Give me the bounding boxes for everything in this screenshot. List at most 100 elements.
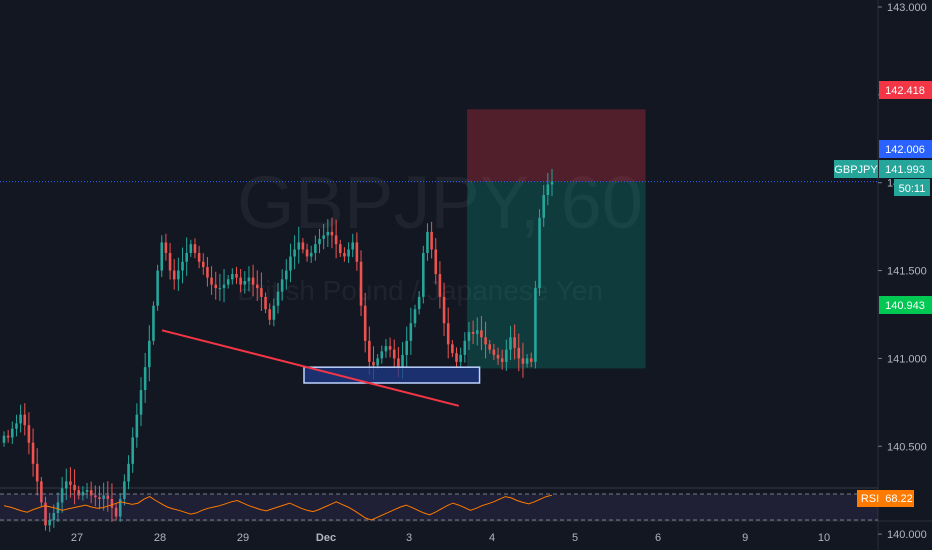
stop-price-tag-bg <box>879 81 932 99</box>
candle-body <box>475 330 479 334</box>
candle-body <box>509 337 512 350</box>
candle-body <box>413 309 417 324</box>
candle-body <box>231 274 234 280</box>
candle-body <box>538 217 541 289</box>
symbol-label-bg <box>834 160 878 178</box>
candle-body <box>376 358 379 366</box>
candle-body <box>272 305 276 320</box>
candle-body <box>534 288 537 362</box>
rsi-tag-bg <box>857 490 914 507</box>
last-price-tag-bg <box>879 140 932 158</box>
candle-body <box>260 288 263 297</box>
candle-body <box>550 181 554 185</box>
symbol-label: GBPJPY <box>834 164 878 176</box>
candle-body <box>446 323 450 345</box>
candle-body <box>2 435 6 443</box>
candle-body <box>135 414 139 438</box>
candle-body <box>73 484 76 491</box>
candle-body <box>210 277 213 285</box>
candle-body <box>368 340 371 362</box>
candle-body <box>27 425 31 443</box>
candle-body <box>197 252 201 262</box>
candle-body <box>363 305 367 341</box>
candle-body <box>114 507 118 517</box>
candle-body <box>218 288 222 290</box>
short-position-tool[interactable] <box>467 109 646 369</box>
candle-body <box>56 502 60 514</box>
rsi-band <box>0 494 878 520</box>
target-price-tag-bg <box>879 296 932 314</box>
candle-body <box>525 358 529 364</box>
target-price-tag: 140.943 <box>879 296 932 314</box>
symbol-price-value: 141.993 <box>885 164 925 176</box>
risk-zone[interactable] <box>467 109 646 182</box>
candle-body <box>546 184 550 195</box>
candle-body <box>102 495 105 499</box>
candle-body <box>247 277 251 282</box>
candle-body <box>64 481 68 489</box>
candle-body <box>6 435 10 438</box>
support-zone[interactable] <box>303 366 481 384</box>
rsi-label: RSI <box>861 493 879 505</box>
candle-body <box>496 354 500 359</box>
candle-body <box>11 428 14 438</box>
candle-body <box>143 367 147 391</box>
time-tick-label: Dec <box>316 532 336 544</box>
countdown-bg <box>894 179 930 196</box>
candle-body <box>276 291 280 306</box>
symbol-price-bg <box>879 160 932 178</box>
rsi-value: 68.22 <box>885 493 913 505</box>
candle-body <box>52 513 56 521</box>
candle-body <box>181 261 184 271</box>
candle-body <box>318 238 321 245</box>
candle-body <box>235 274 238 278</box>
candle-body <box>463 340 467 355</box>
time-tick-label: 3 <box>406 532 412 544</box>
candle-body <box>239 277 242 285</box>
reward-zone[interactable] <box>467 181 646 369</box>
candle-body <box>44 502 47 526</box>
time-tick-label: 6 <box>655 532 661 544</box>
candle-body <box>392 349 396 359</box>
candle-body <box>467 332 471 341</box>
time-tick-label: 4 <box>489 532 495 544</box>
time-tick-label: 29 <box>237 532 249 544</box>
rsi-line <box>3 494 553 521</box>
candle-body <box>430 231 433 250</box>
candle-body <box>94 495 97 498</box>
stop-price-value: 142.418 <box>885 85 925 97</box>
candle-body <box>35 463 39 482</box>
target-price-value: 140.943 <box>885 300 925 312</box>
candle-body <box>334 235 338 245</box>
time-tick-label: 5 <box>572 532 578 544</box>
candle-body <box>293 249 296 257</box>
candle-body <box>471 332 475 334</box>
candle-body <box>438 274 442 297</box>
candle-body <box>177 270 180 280</box>
candle-body <box>81 491 85 496</box>
countdown-tag: 50:11 <box>894 179 930 196</box>
candle-body <box>168 252 172 271</box>
price-tick-label: 141.000 <box>887 353 927 365</box>
rsi-tag: RSI 68.22 <box>857 490 914 507</box>
candle-body <box>251 277 255 285</box>
candle-body <box>89 490 93 496</box>
candle-body <box>297 242 301 250</box>
candle-body <box>521 358 525 364</box>
candle-body <box>343 252 346 257</box>
time-tick-label: 27 <box>71 532 83 544</box>
candle-body <box>301 242 305 250</box>
candle-body <box>405 340 408 355</box>
candle-body <box>401 354 404 368</box>
candle-body <box>98 497 101 499</box>
candle-body <box>123 481 126 499</box>
candle-body <box>152 305 155 341</box>
candle-body <box>189 244 193 253</box>
candle-body <box>139 390 143 415</box>
trendline[interactable] <box>161 329 460 407</box>
watermark-symbol: GBPJPY, 60 <box>237 161 643 244</box>
candle-body <box>110 498 114 508</box>
candle-body <box>280 279 284 292</box>
candle-body <box>127 463 130 482</box>
